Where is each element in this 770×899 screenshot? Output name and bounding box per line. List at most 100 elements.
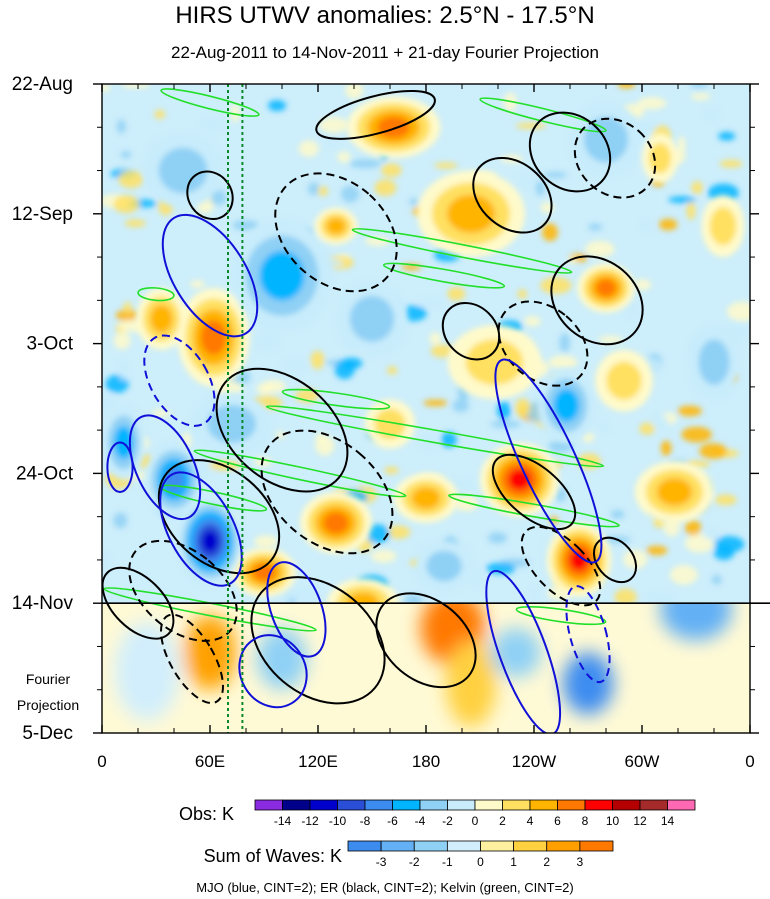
obs-colorbar-swatch <box>309 799 338 811</box>
texture-patch <box>599 423 609 432</box>
mjo-contour <box>565 585 611 684</box>
texture-patch <box>639 422 655 435</box>
texture-patch <box>317 186 328 197</box>
projection-anomaly <box>660 604 732 641</box>
er-contour <box>520 525 602 607</box>
obs-colorbar-label: Obs: K <box>179 804 234 824</box>
obs-colorbar-tick-label: 4 <box>527 814 534 828</box>
mjo-contour <box>143 334 216 427</box>
texture-patch <box>588 223 603 231</box>
obs-colorbar-swatch <box>337 799 366 811</box>
texture-patch <box>627 302 638 318</box>
texture-patch <box>118 170 144 189</box>
kelvin-contour <box>448 493 620 528</box>
x-tick-label: 60W <box>625 752 660 771</box>
reference-lines <box>227 84 244 733</box>
obs-colorbar-tick-label: -8 <box>360 814 371 828</box>
texture-patch <box>668 196 696 204</box>
anomaly-blob <box>701 195 745 258</box>
waves-colorbar-swatch <box>347 840 382 852</box>
anomaly-field <box>102 96 745 604</box>
anomaly-level <box>323 512 349 534</box>
texture-patch <box>535 180 545 197</box>
texture-patch <box>711 574 722 585</box>
er-contour <box>159 613 225 704</box>
texture-patch <box>515 122 547 129</box>
texture-patch <box>434 162 458 169</box>
waves-colorbar-tick-label: -3 <box>376 855 387 869</box>
texture-patch <box>542 223 558 242</box>
anomaly-level <box>374 408 406 440</box>
anomaly-blob <box>346 96 441 159</box>
anomaly-level <box>349 296 395 342</box>
texture-patch <box>102 84 110 92</box>
waves-colorbar-swatch <box>480 840 515 852</box>
texture-patch <box>555 487 567 502</box>
obs-colorbar-swatch <box>612 799 641 811</box>
waves-colorbar-tick-label: -1 <box>442 855 453 869</box>
anomaly-blob <box>546 522 612 598</box>
texture-patch <box>690 84 708 88</box>
texture-patch <box>120 151 132 159</box>
texture-patch <box>113 512 128 529</box>
texture-patch <box>381 163 402 178</box>
anomaly-level <box>326 217 346 235</box>
texture-patch <box>423 399 448 407</box>
er-contour <box>441 302 501 361</box>
texture-patch <box>699 443 727 459</box>
kelvin-contour <box>351 227 573 274</box>
er-contour <box>592 536 638 584</box>
obs-colorbar-tick-label: -4 <box>415 814 426 828</box>
plot-area <box>101 83 770 734</box>
texture-patch <box>714 494 737 506</box>
anomaly-level <box>465 339 524 385</box>
texture-patch <box>705 109 718 121</box>
er-contour <box>157 459 281 575</box>
obs-colorbar-tick-label: -12 <box>301 814 319 828</box>
waves-colorbar-swatch <box>446 840 481 852</box>
obs-colorbar-tick-label: 10 <box>606 814 620 828</box>
wave-contours <box>102 88 657 733</box>
texture-patch <box>282 360 309 371</box>
texture-patch <box>404 594 423 604</box>
texture-patch <box>447 287 466 301</box>
texture-patch <box>292 586 316 604</box>
obs-colorbar-tick-label: 12 <box>633 814 647 828</box>
texture-patch <box>704 531 719 540</box>
kelvin-contour <box>265 405 605 468</box>
chart-title: HIRS UTWV anomalies: 2.5°N - 17.5°N <box>175 2 594 29</box>
y-tick-label: 5-Dec <box>22 723 73 744</box>
texture-patch <box>119 360 128 381</box>
projection-anomaly <box>114 621 180 721</box>
mjo-contour <box>266 561 327 658</box>
texture-patch <box>517 289 527 299</box>
texture-patch <box>121 84 151 89</box>
er-contour <box>274 172 398 293</box>
texture-patch <box>123 301 132 314</box>
texture-patch <box>253 334 280 350</box>
texture-patch <box>319 117 349 134</box>
waves-colorbar-swatch <box>513 840 548 852</box>
texture-patch <box>540 277 572 294</box>
waves-colorbar-tick-label: 2 <box>543 855 550 869</box>
obs-colorbar-tick-label: -2 <box>442 814 453 828</box>
texture-patch <box>371 549 397 563</box>
obs-colorbar-swatch <box>639 799 668 811</box>
kelvin-contour <box>193 449 407 498</box>
obs-colorbar-swatch <box>584 799 613 811</box>
x-tick-label: 120E <box>298 752 338 771</box>
obs-colorbar-tick-label: 0 <box>472 814 479 828</box>
anomaly-blob <box>415 541 473 591</box>
texture-patch <box>681 426 712 443</box>
anomaly-blob <box>417 170 525 258</box>
anomaly-blob <box>393 473 459 523</box>
er-contour <box>550 255 644 346</box>
waves-colorbar-tick-label: 0 <box>477 855 484 869</box>
texture-patch <box>315 435 335 456</box>
er-contour <box>215 367 349 493</box>
obs-colorbar-swatch <box>667 799 696 811</box>
texture-patch <box>345 84 364 99</box>
texture-patch <box>548 440 573 453</box>
texture-patch <box>677 405 702 417</box>
anomaly-level <box>447 194 495 234</box>
